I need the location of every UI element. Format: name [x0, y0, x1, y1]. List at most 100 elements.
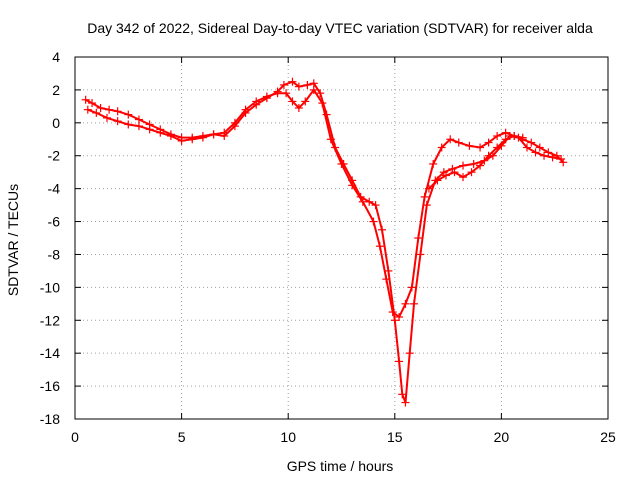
- data-point: [429, 159, 438, 168]
- data-point: [134, 122, 143, 131]
- data-point: [188, 135, 197, 144]
- x-tick-label: 20: [494, 429, 510, 445]
- data-point: [414, 234, 423, 242]
- y-tick-label: -8: [48, 246, 61, 262]
- data-point: [177, 136, 186, 145]
- x-tick-label: 25: [600, 429, 616, 445]
- data-point: [318, 99, 327, 108]
- data-point: [531, 148, 540, 157]
- data-point: [544, 148, 553, 157]
- data-point: [198, 133, 207, 142]
- data-point: [390, 316, 399, 325]
- data-point: [493, 143, 502, 152]
- data-point: [279, 80, 288, 89]
- data-point: [230, 118, 239, 127]
- y-axis-label: SDTVAR / TECUs: [5, 184, 21, 296]
- data-point: [540, 151, 549, 160]
- data-point: [522, 143, 531, 152]
- data-point: [358, 197, 367, 206]
- data-series: [81, 77, 568, 407]
- data-point: [113, 107, 122, 116]
- plot-frame: [74, 56, 609, 420]
- data-point: [301, 97, 310, 106]
- data-point: [382, 275, 391, 284]
- data-point: [316, 89, 325, 98]
- data-point: [450, 168, 459, 177]
- data-point: [409, 299, 418, 308]
- y-tick-label: -14: [40, 345, 60, 361]
- data-point: [388, 308, 397, 317]
- data-point: [375, 242, 384, 251]
- data-point: [294, 104, 303, 113]
- data-point: [92, 108, 101, 117]
- data-point: [262, 92, 271, 101]
- data-point: [407, 283, 416, 292]
- data-point: [510, 131, 519, 140]
- data-point: [124, 120, 133, 129]
- data-point: [405, 349, 414, 358]
- data-point: [484, 138, 493, 147]
- data-point: [303, 80, 312, 89]
- data-point: [378, 225, 387, 234]
- data-point: [309, 85, 318, 94]
- data-point: [420, 192, 429, 201]
- data-point: [273, 89, 282, 98]
- data-point: [156, 128, 165, 137]
- data-point: [535, 143, 544, 152]
- y-tick-label: -12: [40, 312, 60, 328]
- axis-ticks: 0 5 10 15 20 25 -18 -16 -14 -12 -10 -8 -6 -4 -2 0 2 4: [40, 49, 616, 445]
- data-point: [559, 158, 568, 167]
- data-point: [369, 217, 378, 226]
- y-tick-label: -2: [48, 148, 61, 164]
- data-point: [527, 138, 536, 147]
- data-point: [288, 97, 297, 106]
- data-point: [145, 125, 154, 134]
- series-line-track-b: [87, 88, 564, 319]
- y-tick-label: -16: [40, 378, 60, 394]
- data-point: [459, 161, 468, 170]
- data-point: [401, 398, 410, 407]
- data-point: [326, 135, 335, 144]
- data-point: [416, 250, 425, 259]
- x-axis-label: GPS time / hours: [287, 458, 394, 474]
- y-tick-label: 2: [52, 82, 60, 98]
- data-point: [469, 159, 478, 168]
- data-point: [493, 131, 502, 140]
- data-point: [395, 357, 404, 366]
- chart-title: Day 342 of 2022, Sidereal Day-to-day VTE…: [87, 20, 593, 36]
- data-point: [467, 168, 476, 177]
- data-point: [348, 181, 357, 190]
- data-point: [465, 141, 474, 150]
- x-tick-label: 15: [387, 429, 403, 445]
- data-point: [209, 130, 218, 139]
- data-point: [518, 133, 527, 142]
- data-point: [288, 77, 297, 86]
- y-tick-label: 4: [52, 49, 60, 65]
- data-point: [441, 171, 450, 180]
- data-point: [252, 97, 261, 106]
- data-point: [424, 184, 433, 193]
- data-point: [552, 151, 561, 160]
- data-point: [384, 266, 393, 275]
- data-point: [501, 135, 510, 144]
- x-tick-label: 5: [178, 429, 186, 445]
- data-point: [454, 138, 463, 147]
- data-point: [459, 173, 468, 182]
- data-point: [105, 105, 114, 114]
- data-point: [401, 299, 410, 308]
- data-point: [96, 104, 105, 113]
- grid-lines: [75, 57, 608, 419]
- data-point: [337, 159, 346, 168]
- data-point: [437, 143, 446, 152]
- data-point: [166, 131, 175, 140]
- series-line-track-a: [85, 80, 562, 403]
- data-point: [395, 312, 404, 321]
- y-tick-label: 0: [52, 115, 60, 131]
- data-point: [294, 82, 303, 91]
- data-point: [83, 105, 92, 114]
- data-point: [484, 151, 493, 160]
- data-point: [282, 89, 291, 98]
- data-point: [124, 110, 133, 119]
- data-point: [476, 161, 485, 170]
- data-point: [476, 143, 485, 152]
